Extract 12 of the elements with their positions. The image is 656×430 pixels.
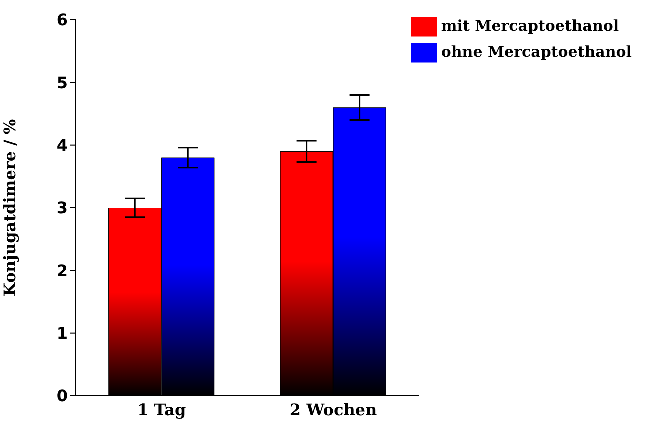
y-tick-label: 0 bbox=[56, 386, 68, 406]
y-tick-label: 6 bbox=[56, 10, 68, 30]
y-axis-title: Konjugatdimere / % bbox=[0, 119, 20, 297]
y-tick-label: 2 bbox=[56, 261, 68, 280]
y-tick-label: 4 bbox=[56, 136, 68, 156]
y-tick-label: 3 bbox=[56, 198, 68, 218]
legend-label: mit Mercaptoethanol bbox=[441, 16, 620, 35]
y-tick-label: 5 bbox=[56, 73, 68, 92]
legend-label: ohne Mercaptoethanol bbox=[441, 42, 632, 61]
y-tick-label: 1 bbox=[56, 324, 68, 344]
x-tick-label: 2 Wochen bbox=[290, 400, 378, 420]
x-tick-label: 1 Tag bbox=[138, 400, 186, 420]
